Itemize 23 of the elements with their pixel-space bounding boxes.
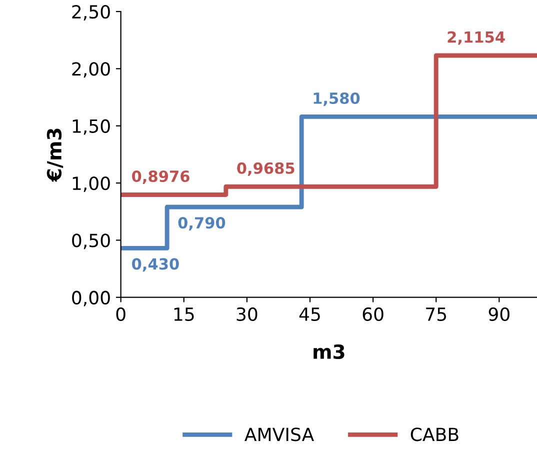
y-tick-label: 2,00: [72, 62, 110, 78]
y-tick-label: 1,50: [72, 119, 110, 135]
x-tick-label: 15: [174, 308, 194, 322]
x-tick-label: 60: [362, 307, 384, 322]
x-tick-label: 75: [426, 308, 446, 322]
data-label: 0,790: [178, 217, 226, 231]
data-label: 0,9685: [237, 162, 294, 176]
legend-label: CABB: [410, 428, 458, 442]
data-label: 0,430: [132, 258, 179, 272]
x-axis-title: m3: [314, 344, 344, 360]
y-axis-title: €/m3: [46, 128, 64, 182]
y-tick-label: 1,00: [72, 176, 110, 192]
data-label: 1,580: [314, 92, 360, 106]
x-tick-label: 45: [299, 308, 320, 322]
y-tick-label: 0,50: [72, 234, 110, 250]
x-tick-label: 30: [236, 307, 258, 322]
x-tick-label: 0: [116, 307, 126, 322]
y-tick-label: 2,50: [72, 4, 110, 20]
data-label: 0,8976: [132, 170, 190, 184]
data-label: 2,1154: [448, 31, 505, 45]
legend-label: AMVISA: [244, 428, 314, 442]
y-tick-label: 0,00: [72, 290, 110, 306]
x-tick-label: 90: [488, 307, 510, 322]
